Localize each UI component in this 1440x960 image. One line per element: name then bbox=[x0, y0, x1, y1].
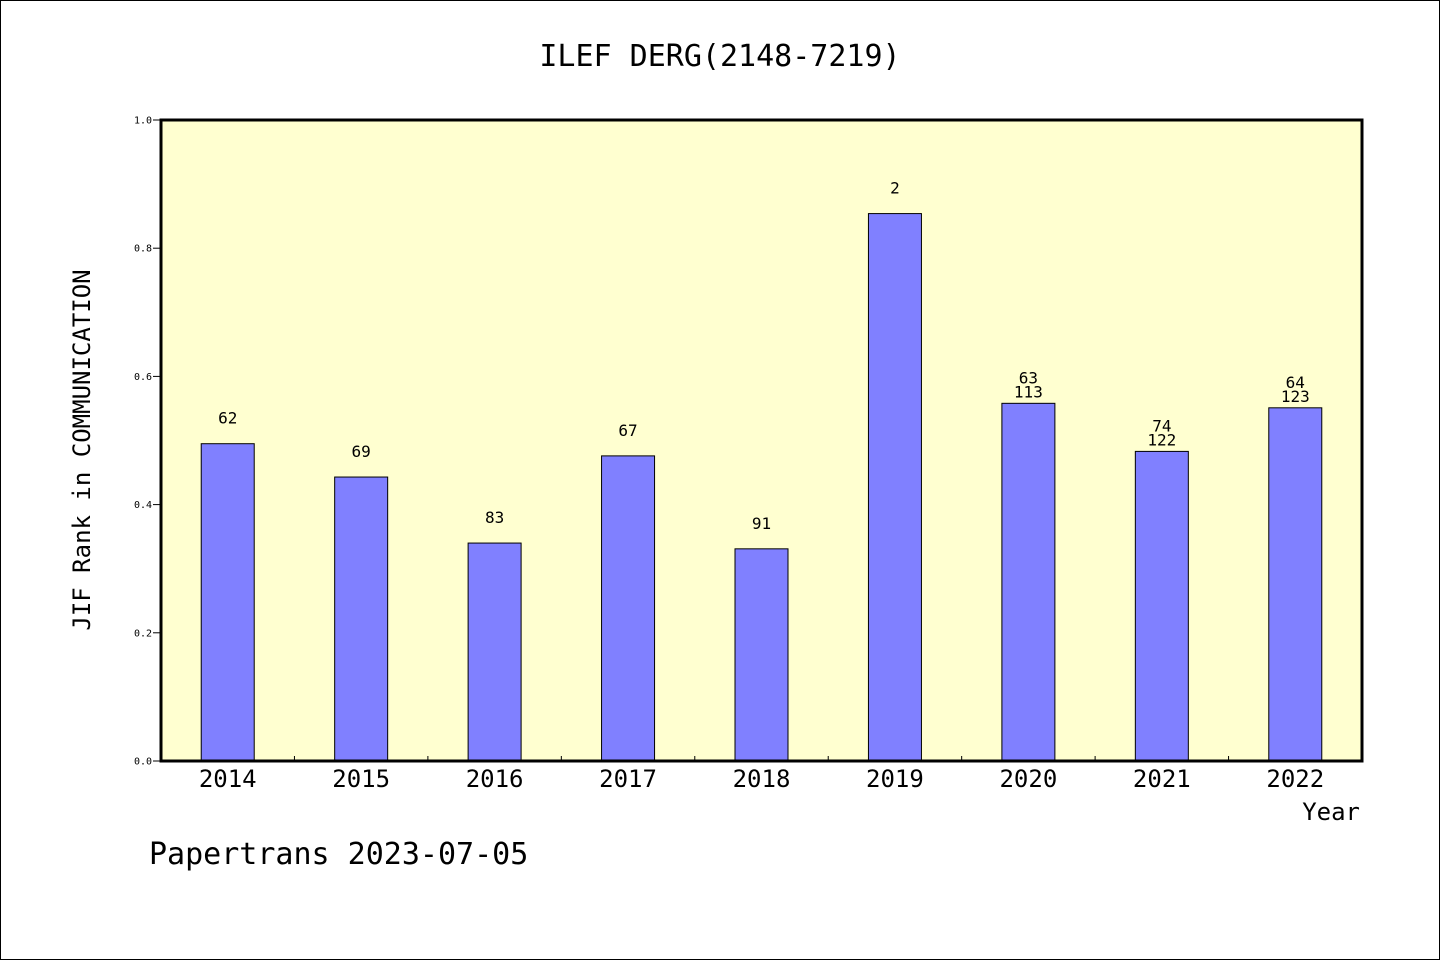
bar-label-bottom: 123 bbox=[1281, 387, 1310, 406]
bar bbox=[200, 443, 255, 762]
plot-area: 0.0 0.2 0.4 0.6 0.8 1.0 2014 62 2015 69 2016 83 2017… bbox=[134, 116, 1364, 793]
x-tick-label: 2022 bbox=[1266, 765, 1324, 793]
bar-label-top: 69 bbox=[352, 442, 371, 461]
bar-label-top: 64 bbox=[1286, 373, 1305, 392]
bar bbox=[601, 455, 656, 762]
x-axis-label: Year bbox=[1302, 798, 1360, 826]
y-axis-label: JIF Rank in COMMUNICATION bbox=[68, 269, 96, 630]
bar-label-top: 74 bbox=[1152, 416, 1171, 435]
bar-label-top: 67 bbox=[618, 421, 637, 440]
bar-label-top: 63 bbox=[1019, 368, 1038, 387]
bar-label-bottom: 113 bbox=[1014, 382, 1043, 401]
x-tick-label: 2016 bbox=[466, 765, 524, 793]
bar bbox=[467, 542, 522, 762]
bar bbox=[334, 476, 389, 762]
bar bbox=[1001, 402, 1056, 762]
bar bbox=[1134, 450, 1189, 762]
x-tick-label: 2014 bbox=[199, 765, 257, 793]
x-tick-label: 2020 bbox=[999, 765, 1057, 793]
y-tick-label: 0.0 bbox=[134, 757, 152, 768]
bar-label-bottom: 122 bbox=[1147, 430, 1176, 449]
y-tick-label: 1.0 bbox=[134, 116, 152, 127]
bar-label-top: 83 bbox=[485, 508, 504, 527]
x-tick-label: 2017 bbox=[599, 765, 657, 793]
y-tick-label: 0.4 bbox=[134, 500, 152, 511]
plot-border bbox=[159, 118, 1364, 763]
y-tick-label: 0.6 bbox=[134, 372, 152, 383]
bar-label-top: 62 bbox=[218, 409, 237, 428]
y-tick-label: 0.2 bbox=[134, 628, 152, 639]
x-tick-label: 2021 bbox=[1133, 765, 1191, 793]
bar-label-top: 91 bbox=[752, 514, 771, 533]
x-tick-label: 2015 bbox=[332, 765, 390, 793]
bar bbox=[1268, 407, 1323, 762]
chart-title: ILEF DERG(2148-7219) bbox=[539, 39, 900, 74]
x-tick-label: 2018 bbox=[733, 765, 791, 793]
footer-credit: Papertrans 2023-07-05 bbox=[149, 837, 528, 872]
x-tick-label: 2019 bbox=[866, 765, 924, 793]
bar bbox=[734, 548, 789, 762]
bar bbox=[867, 213, 922, 762]
bar-label-top: 2 bbox=[890, 179, 900, 198]
y-tick-label: 0.8 bbox=[134, 244, 152, 255]
